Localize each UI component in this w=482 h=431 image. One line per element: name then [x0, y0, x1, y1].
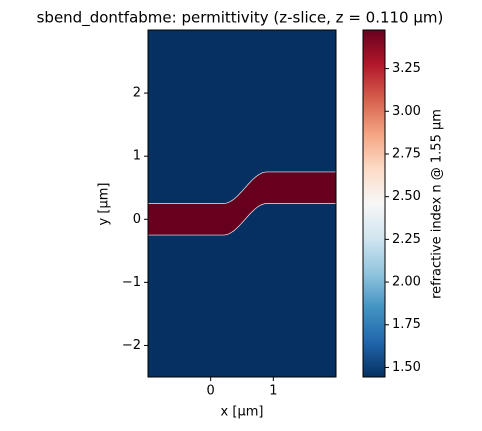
colorbar-tick-label: 1.75	[392, 317, 421, 332]
x-tick-label: 0	[207, 384, 215, 399]
colorbar-tick-label: 3.00	[392, 104, 421, 119]
colorbar	[362, 29, 386, 378]
chart-title: sbend_dontfabme: permittivity (z-slice, …	[37, 9, 444, 28]
y-tick-label: −1	[122, 275, 141, 290]
y-tick-label: 2	[133, 86, 141, 101]
plot-frame	[147, 29, 337, 378]
y-axis-label: y [µm]	[97, 183, 112, 226]
colorbar-tick-label: 2.25	[392, 232, 421, 247]
colorbar-label: refractive index n @ 1.55 µm	[430, 109, 445, 299]
colorbar-tick-label: 3.25	[392, 61, 421, 76]
x-tick-label: 1	[269, 384, 277, 399]
waveguide	[148, 171, 336, 236]
plot-area	[148, 30, 336, 377]
y-tick-label: −2	[122, 338, 141, 353]
colorbar-tick-label: 1.50	[392, 360, 421, 375]
x-axis-label: x [µm]	[221, 405, 264, 420]
colorbar-tick-label: 2.75	[392, 146, 421, 161]
colorbar-tick-label: 2.00	[392, 275, 421, 290]
y-tick-label: 1	[133, 149, 141, 164]
colorbar-tick-label: 2.50	[392, 189, 421, 204]
y-tick-label: 0	[133, 212, 141, 227]
